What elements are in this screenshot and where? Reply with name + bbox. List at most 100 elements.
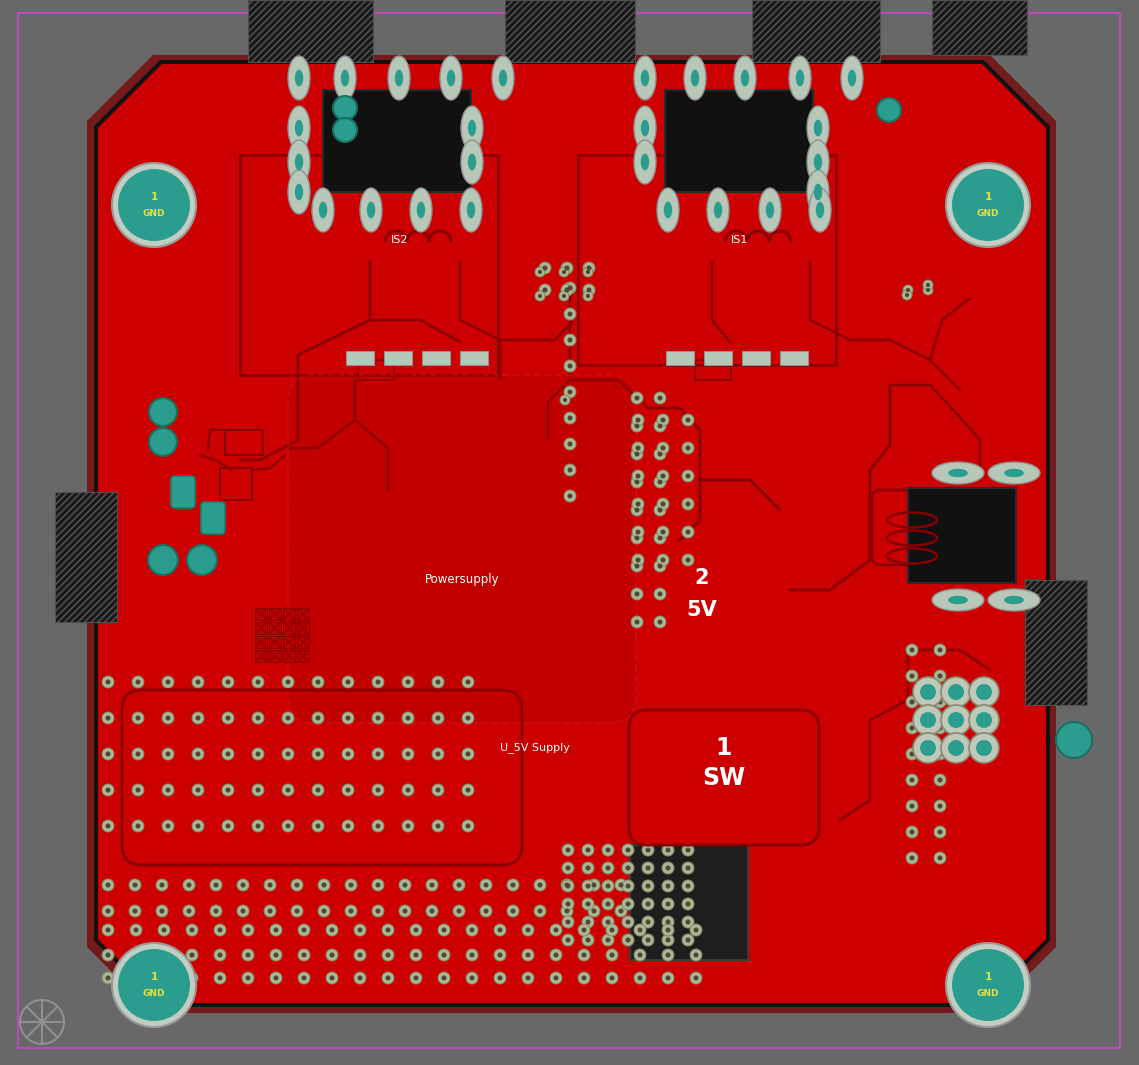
Text: 1: 1 [984,192,992,202]
Circle shape [162,712,174,724]
Circle shape [106,716,110,721]
Circle shape [906,644,918,656]
Circle shape [634,563,639,569]
Circle shape [132,820,144,832]
Circle shape [273,928,279,933]
Circle shape [622,898,634,910]
Circle shape [913,705,943,735]
Text: SW: SW [703,766,746,790]
Circle shape [196,752,200,756]
Circle shape [909,752,915,756]
Circle shape [358,952,362,957]
Ellipse shape [288,140,310,184]
Circle shape [457,883,461,887]
Circle shape [132,908,138,914]
Circle shape [535,267,544,277]
Circle shape [565,908,570,914]
Circle shape [686,529,690,535]
Circle shape [634,620,639,624]
Circle shape [282,712,294,724]
Circle shape [326,949,338,961]
Circle shape [252,820,264,832]
Circle shape [385,976,391,981]
Circle shape [149,398,177,426]
Bar [248,0,372,62]
Bar [695,360,731,380]
Ellipse shape [657,189,679,232]
Circle shape [567,390,573,394]
Circle shape [565,883,570,887]
Circle shape [136,716,140,721]
Circle shape [298,949,310,961]
Circle shape [103,905,114,917]
Text: 1: 1 [984,972,992,982]
Circle shape [241,924,254,936]
Circle shape [694,928,698,933]
Circle shape [567,311,573,316]
Circle shape [312,784,323,796]
Circle shape [562,262,573,274]
Circle shape [118,949,190,1021]
Ellipse shape [641,119,649,136]
Circle shape [507,879,519,891]
Circle shape [525,928,531,933]
Circle shape [565,937,571,943]
Bar [226,430,263,455]
Circle shape [466,787,470,792]
Circle shape [522,972,534,984]
Circle shape [435,716,441,721]
Bar [255,650,267,662]
Circle shape [567,285,573,291]
Circle shape [192,820,204,832]
Circle shape [226,679,230,685]
Circle shape [634,591,639,596]
Circle shape [316,716,320,721]
Circle shape [402,784,413,796]
Circle shape [295,883,300,887]
Circle shape [562,879,573,891]
Ellipse shape [468,153,476,170]
Circle shape [662,880,674,892]
Circle shape [252,676,264,688]
Ellipse shape [932,462,984,484]
Circle shape [636,529,640,535]
Circle shape [268,883,272,887]
Circle shape [136,752,140,756]
Circle shape [948,712,964,728]
Circle shape [187,545,218,575]
Bar [297,650,309,662]
Circle shape [156,879,167,891]
Circle shape [646,866,650,870]
Circle shape [457,908,461,914]
Circle shape [525,976,531,981]
Circle shape [913,733,943,763]
Circle shape [559,291,570,301]
Circle shape [686,884,690,888]
Circle shape [632,442,644,454]
Bar [665,91,813,192]
Circle shape [662,924,674,936]
Circle shape [498,928,502,933]
Ellipse shape [634,140,656,184]
Circle shape [646,919,650,924]
Circle shape [192,712,204,724]
Ellipse shape [808,170,829,214]
Circle shape [682,498,694,510]
Ellipse shape [295,69,303,86]
Circle shape [410,949,423,961]
Circle shape [246,928,251,933]
Circle shape [189,976,195,981]
Circle shape [376,787,380,792]
Ellipse shape [809,189,831,232]
Circle shape [559,267,570,277]
Circle shape [133,928,139,933]
Ellipse shape [816,201,825,218]
Circle shape [909,700,915,705]
Circle shape [625,884,631,888]
Circle shape [583,262,595,274]
Circle shape [226,752,230,756]
Circle shape [690,924,702,936]
Circle shape [662,949,674,961]
Bar [269,636,281,648]
Circle shape [480,879,492,891]
